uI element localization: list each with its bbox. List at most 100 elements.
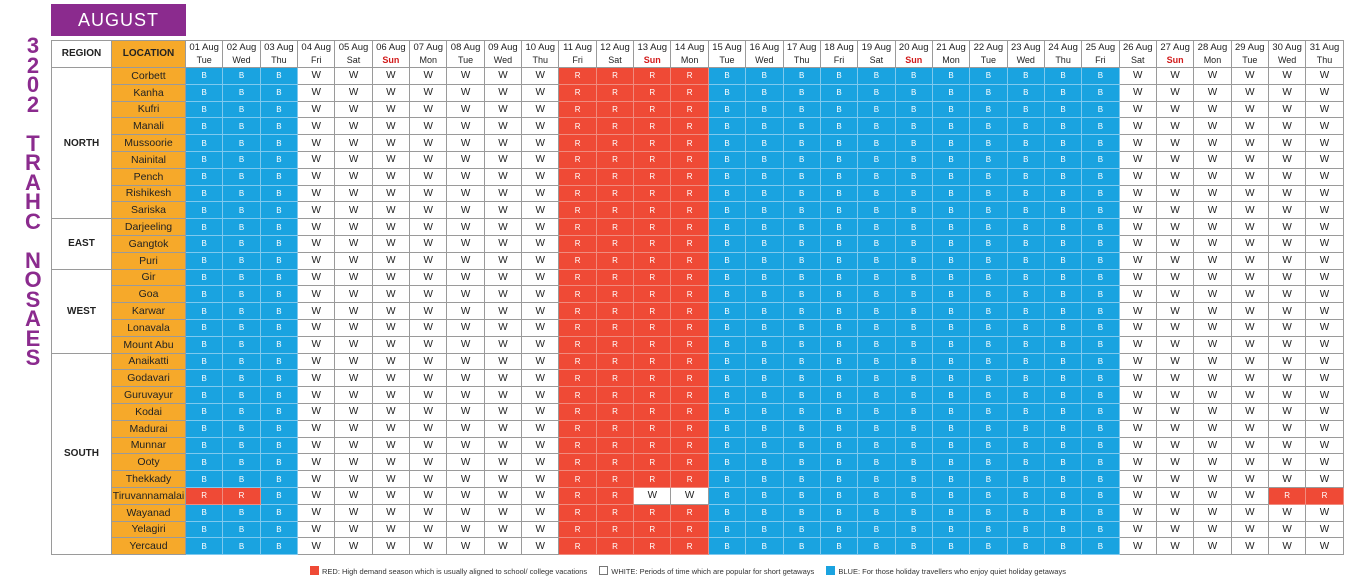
date-label: 31 Aug bbox=[1309, 42, 1340, 53]
season-cell: B bbox=[782, 83, 821, 102]
season-cell: W bbox=[446, 234, 485, 253]
season-cell: R bbox=[633, 83, 672, 102]
season-cell: B bbox=[1006, 234, 1045, 253]
season-cell: W bbox=[334, 453, 373, 472]
season-cell: W bbox=[483, 486, 523, 505]
date-header: 22 Aug Tue bbox=[969, 40, 1008, 68]
season-cell: B bbox=[1043, 251, 1083, 270]
season-cell: W bbox=[1118, 369, 1157, 388]
season-cell: W bbox=[1267, 537, 1307, 556]
season-cell: B bbox=[259, 386, 299, 404]
season-cell: W bbox=[1305, 218, 1344, 236]
season-cell: B bbox=[222, 83, 261, 102]
season-cell: B bbox=[969, 352, 1008, 371]
season-cell: W bbox=[521, 100, 560, 119]
season-cell: R bbox=[595, 302, 635, 320]
season-cell: W bbox=[1118, 402, 1157, 421]
season-cell: W bbox=[1193, 386, 1232, 404]
season-cell: B bbox=[1043, 453, 1083, 472]
location-cell: Puri bbox=[111, 251, 186, 270]
season-cell: R bbox=[670, 167, 709, 186]
season-cell: B bbox=[707, 268, 747, 287]
season-cell: W bbox=[334, 100, 373, 119]
season-cell: B bbox=[745, 453, 784, 472]
location-cell: Kufri bbox=[111, 100, 186, 119]
season-cell: B bbox=[1043, 335, 1083, 354]
title-letter: 2 bbox=[26, 52, 40, 78]
season-cell: B bbox=[184, 83, 224, 102]
season-cell: B bbox=[894, 436, 933, 455]
title-letter: 3 bbox=[26, 33, 40, 58]
season-cell: W bbox=[409, 150, 448, 169]
table-row: Goa B B B W W W W W W W R R R R B B B B B B B B B B B W W W W W W bbox=[52, 285, 1344, 304]
season-cell: B bbox=[259, 369, 299, 388]
season-cell: B bbox=[894, 419, 933, 438]
season-cell: W bbox=[1155, 453, 1195, 472]
season-cell: B bbox=[819, 453, 859, 472]
season-cell: W bbox=[446, 201, 485, 220]
season-cell: B bbox=[1043, 285, 1083, 304]
season-cell: R bbox=[633, 470, 672, 488]
season-cell: W bbox=[334, 302, 373, 320]
season-cell: B bbox=[857, 201, 896, 220]
season-cell: W bbox=[483, 419, 523, 438]
season-cell: W bbox=[1230, 537, 1269, 556]
day-label: Sun bbox=[643, 55, 661, 65]
season-cell: B bbox=[857, 419, 896, 438]
season-cell: W bbox=[297, 100, 336, 119]
season-cell: W bbox=[1230, 117, 1269, 136]
season-cell: W bbox=[297, 218, 336, 236]
date-header: 15 Aug Tue bbox=[707, 40, 747, 68]
season-cell: B bbox=[1081, 436, 1120, 455]
season-cell: W bbox=[297, 453, 336, 472]
season-cell: B bbox=[1006, 335, 1045, 354]
season-cell: R bbox=[670, 184, 709, 203]
season-cell: B bbox=[222, 386, 261, 404]
season-cell: B bbox=[894, 184, 933, 203]
season-cell: W bbox=[1305, 470, 1344, 488]
table-row: Yercaud B B B W W W W W W W R R R R B B B B B B B B B B B W W W W W W bbox=[52, 537, 1344, 556]
date-label: 23 Aug bbox=[1010, 42, 1041, 53]
season-cell: R bbox=[633, 234, 672, 253]
season-cell: B bbox=[1043, 503, 1083, 522]
season-cell: W bbox=[521, 268, 560, 287]
season-cell: B bbox=[782, 419, 821, 438]
season-cell: B bbox=[1043, 537, 1083, 556]
season-cell: B bbox=[819, 268, 859, 287]
season-cell: B bbox=[931, 369, 971, 388]
season-cell: B bbox=[222, 100, 261, 119]
season-cell: R bbox=[558, 335, 597, 354]
season-cell: B bbox=[1006, 167, 1045, 186]
season-cell: W bbox=[1267, 184, 1307, 203]
season-cell: W bbox=[1193, 117, 1232, 136]
season-cell: B bbox=[184, 369, 224, 388]
season-cell: R bbox=[558, 520, 597, 539]
season-cell: W bbox=[483, 251, 523, 270]
location-header: LOCATION bbox=[111, 40, 186, 68]
season-cell: B bbox=[857, 150, 896, 169]
season-cell: W bbox=[1118, 234, 1157, 253]
date-label: 16 Aug bbox=[749, 42, 780, 53]
season-cell: B bbox=[259, 352, 299, 371]
season-cell: W bbox=[446, 335, 485, 354]
season-cell: W bbox=[446, 302, 485, 320]
season-cell: W bbox=[334, 369, 373, 388]
season-cell: B bbox=[782, 134, 821, 152]
season-cell: B bbox=[1081, 167, 1120, 186]
season-cell: R bbox=[595, 100, 635, 119]
season-cell: W bbox=[409, 251, 448, 270]
season-cell: B bbox=[1081, 268, 1120, 287]
season-cell: R bbox=[595, 83, 635, 102]
season-cell: B bbox=[782, 251, 821, 270]
season-cell: R bbox=[558, 117, 597, 136]
season-cell: R bbox=[595, 234, 635, 253]
season-cell: B bbox=[259, 486, 299, 505]
season-cell: W bbox=[1267, 134, 1307, 152]
season-cell: B bbox=[894, 83, 933, 102]
date-label: 29 Aug bbox=[1235, 42, 1265, 53]
season-cell: W bbox=[297, 352, 336, 371]
season-cell: B bbox=[1006, 318, 1045, 337]
location-cell: Gangtok bbox=[111, 234, 186, 253]
season-cell: W bbox=[1267, 268, 1307, 287]
season-cell: B bbox=[857, 352, 896, 371]
